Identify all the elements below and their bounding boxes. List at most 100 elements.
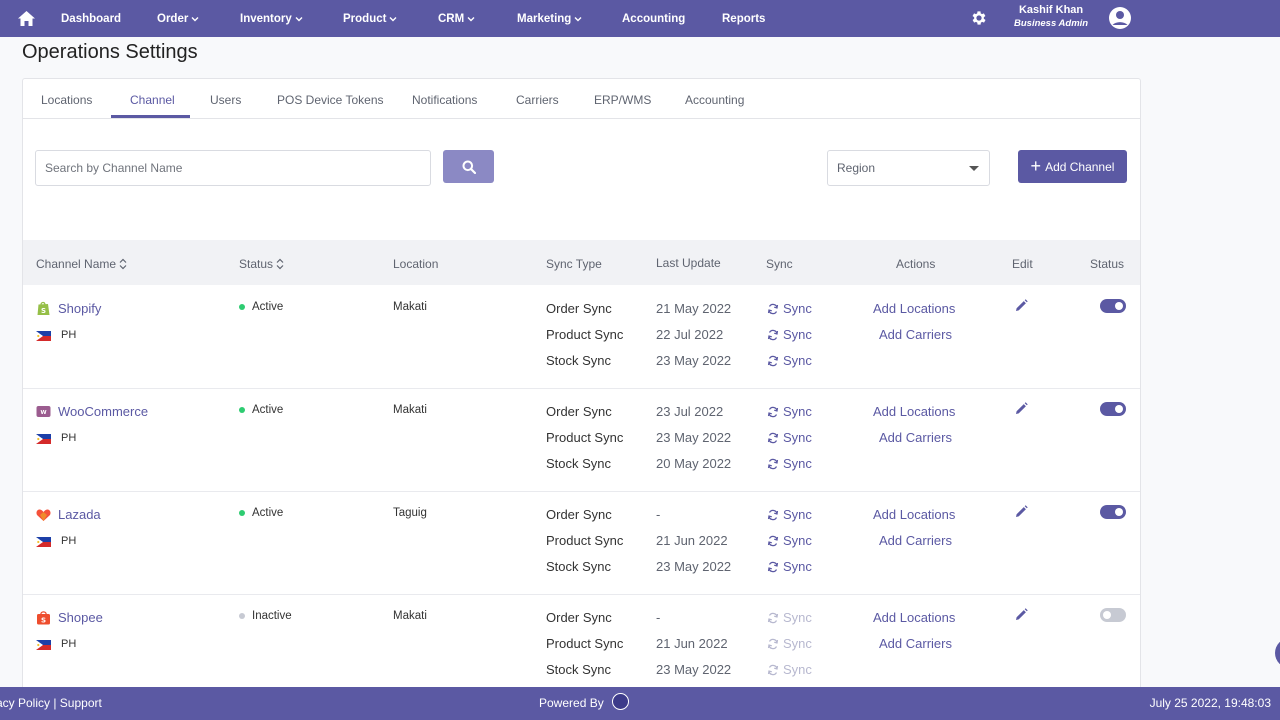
sync-button[interactable]: Sync — [767, 327, 812, 342]
status-dot — [239, 613, 245, 619]
page-title: Operations Settings — [22, 41, 198, 63]
channel-name-link[interactable]: Shopify — [58, 301, 102, 316]
svg-text:W: W — [40, 410, 46, 416]
refresh-icon — [767, 303, 779, 314]
status-badge: Active — [239, 507, 283, 519]
header-channel-name[interactable]: Channel Name — [36, 257, 127, 271]
nav-dashboard[interactable]: Dashboard — [61, 12, 122, 25]
channel-name-link[interactable]: Lazada — [58, 507, 101, 522]
pencil-icon[interactable] — [1015, 299, 1028, 312]
sync-button: Sync — [767, 636, 812, 651]
ph-flag-icon — [36, 434, 51, 444]
top-navbar: Dashboard Order Inventory Product CRM Ma… — [0, 0, 1280, 37]
add-carriers-link[interactable]: Add Carriers — [879, 636, 952, 651]
sync-type: Order Sync — [546, 404, 612, 419]
sort-icon — [119, 258, 127, 270]
header-status[interactable]: Status — [239, 257, 284, 271]
search-icon — [462, 160, 476, 174]
sync-type: Order Sync — [546, 301, 612, 316]
sync-type: Product Sync — [546, 636, 624, 651]
search-input[interactable] — [35, 150, 431, 186]
header-status-toggle: Status — [1090, 257, 1125, 271]
sync-button[interactable]: Sync — [767, 456, 812, 471]
status-toggle[interactable] — [1100, 608, 1126, 622]
add-carriers-link[interactable]: Add Carriers — [879, 430, 952, 445]
header-actions: Actions — [896, 257, 936, 271]
nav-reports[interactable]: Reports — [722, 12, 766, 25]
add-locations-link[interactable]: Add Locations — [873, 507, 956, 522]
tab-carriers[interactable]: Carriers — [516, 93, 559, 107]
status-dot — [239, 304, 245, 310]
powered-by: Powered By — [539, 693, 629, 710]
tab-notifications[interactable]: Notifications — [412, 93, 478, 107]
sync-type: Product Sync — [546, 327, 624, 342]
avatar-icon[interactable] — [1108, 6, 1132, 30]
chevron-down-icon — [467, 16, 475, 21]
nav-marketing[interactable]: Marketing — [517, 0, 582, 37]
nav-crm[interactable]: CRM — [438, 0, 475, 37]
sync-button[interactable]: Sync — [767, 559, 812, 574]
nav-inventory[interactable]: Inventory — [240, 0, 303, 37]
svg-text:S: S — [41, 617, 46, 625]
add-carriers-link[interactable]: Add Carriers — [879, 533, 952, 548]
user-info[interactable]: Kashif Khan Business Admin — [1014, 4, 1088, 29]
sync-button: Sync — [767, 610, 812, 625]
nav-product[interactable]: Product — [343, 0, 397, 37]
tab-accounting[interactable]: Accounting — [685, 93, 745, 107]
location-value: Makati — [393, 610, 427, 622]
add-carriers-link[interactable]: Add Carriers — [879, 327, 952, 342]
add-locations-link[interactable]: Add Locations — [873, 404, 956, 419]
tab-users[interactable]: Users — [210, 93, 242, 107]
tab-erp-wms[interactable]: ERP/WMS — [594, 93, 652, 107]
tab-channel[interactable]: Channel — [130, 93, 175, 107]
nav-order[interactable]: Order — [157, 0, 199, 37]
tab-pos-device-tokens[interactable]: POS Device Tokens — [277, 93, 384, 107]
pencil-icon[interactable] — [1015, 608, 1028, 621]
table-row: S Shopify PH Active Makati Order Sync Pr… — [23, 286, 1140, 389]
search-button[interactable] — [443, 150, 494, 183]
add-channel-button[interactable]: + Add Channel — [1018, 150, 1127, 183]
sync-button[interactable]: Sync — [767, 301, 812, 316]
footer-datetime: July 25 2022, 19:48:03 — [1149, 696, 1271, 710]
gear-icon[interactable] — [970, 9, 988, 27]
sync-type: Order Sync — [546, 507, 612, 522]
toggle-knob — [1115, 302, 1123, 310]
last-update: 23 May 2022 — [656, 559, 732, 574]
header-sync: Sync — [766, 257, 793, 271]
last-update: 23 May 2022 — [656, 353, 732, 368]
sync-type: Order Sync — [546, 610, 612, 625]
status-toggle[interactable] — [1100, 402, 1126, 416]
tab-locations[interactable]: Locations — [41, 93, 93, 107]
pencil-icon[interactable] — [1015, 505, 1028, 518]
table-row: Lazada PH Active Taguig Order Sync Produ… — [23, 492, 1140, 595]
channel-name-link[interactable]: WooCommerce — [58, 404, 149, 419]
sync-button[interactable]: Sync — [767, 404, 812, 419]
add-locations-link[interactable]: Add Locations — [873, 301, 956, 316]
table-row: S Shopee PH Inactive Makati Order Sync P… — [23, 595, 1140, 698]
home-icon[interactable] — [0, 0, 52, 37]
ph-flag-icon — [36, 537, 51, 547]
region-label: Region — [837, 161, 876, 175]
last-update: 23 Jul 2022 — [656, 404, 724, 419]
chevron-down-icon — [574, 16, 582, 21]
pencil-icon[interactable] — [1015, 402, 1028, 415]
sync-type: Product Sync — [546, 430, 624, 445]
sync-button[interactable]: Sync — [767, 507, 812, 522]
sync-button[interactable]: Sync — [767, 353, 812, 368]
region-select[interactable]: Region — [827, 150, 990, 186]
footer-links[interactable]: acy Policy | Support — [0, 696, 102, 710]
status-toggle[interactable] — [1100, 299, 1126, 313]
last-update: 20 May 2022 — [656, 456, 732, 471]
last-update: 21 Jun 2022 — [656, 636, 728, 651]
sync-button[interactable]: Sync — [767, 430, 812, 445]
sync-button[interactable]: Sync — [767, 533, 812, 548]
add-locations-link[interactable]: Add Locations — [873, 610, 956, 625]
last-update: - — [656, 507, 661, 522]
country-code: PH — [61, 329, 77, 341]
channel-name-link[interactable]: Shopee — [58, 610, 103, 625]
shopify-logo-icon: S — [37, 301, 50, 315]
status-toggle[interactable] — [1100, 505, 1126, 519]
chat-fab-button[interactable] — [1275, 638, 1280, 668]
country-code: PH — [61, 535, 77, 547]
nav-accounting[interactable]: Accounting — [622, 12, 686, 25]
